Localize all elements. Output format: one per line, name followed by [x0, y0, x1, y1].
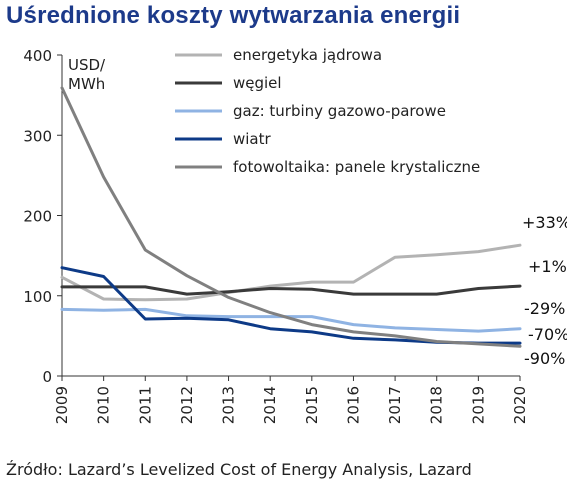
y-tick-label: 0	[42, 368, 52, 386]
series-line	[60, 86, 522, 348]
change-annotation: -70%	[528, 325, 567, 344]
chart-annotations: +33% +1% -29% -70% -90%	[522, 213, 567, 368]
x-tick-label: 2014	[261, 386, 279, 424]
x-tick-label: 2018	[428, 386, 446, 424]
series-line	[60, 307, 522, 333]
y-tick-label: 200	[23, 208, 52, 226]
x-tick-label: 2019	[469, 386, 487, 424]
x-tick-label: 2012	[178, 386, 196, 424]
chart-legend: energetyka jądrowa węgiel gaz: turbiny gaz…	[175, 46, 480, 176]
legend-label: wiatr	[233, 130, 272, 148]
series-line	[60, 243, 522, 302]
x-tick-label: 2011	[136, 386, 154, 424]
y-tick-label: 300	[23, 127, 52, 145]
y-axis-label: MWh	[68, 75, 105, 93]
source-note: Źródło: Lazard’s Levelized Cost of Energ…	[6, 460, 472, 479]
series-line	[60, 284, 522, 296]
change-annotation: +33%	[522, 213, 567, 232]
x-tick-label: 2013	[220, 386, 238, 424]
chart-axes: 0 100 200 300 400 USD/MWh 2009 2010 2011 2012 2013…	[23, 47, 529, 424]
y-axis-label: USD/	[68, 56, 106, 74]
x-tick-label: 2009	[53, 386, 71, 424]
chart-title: Uśrednione koszty wytwarzania energii	[6, 2, 461, 29]
x-tick-label: 2016	[344, 386, 362, 424]
y-tick-label: 100	[23, 288, 52, 306]
x-tick-label: 2015	[303, 386, 321, 424]
x-tick-label: 2017	[386, 386, 404, 424]
x-tick-label: 2020	[511, 386, 529, 424]
change-annotation: -29%	[524, 299, 565, 318]
x-tick-label: 2010	[95, 386, 113, 424]
change-annotation: +1%	[528, 257, 567, 276]
chart-lines	[60, 86, 522, 348]
legend-label: węgiel	[233, 74, 282, 92]
y-tick-label: 400	[23, 47, 52, 65]
legend-label: energetyka jądrowa	[233, 46, 382, 64]
change-annotation: -90%	[524, 349, 565, 368]
legend-label: gaz: turbiny gazowo-parowe	[233, 102, 446, 120]
legend-label: fotowoltaika: panele krystaliczne	[233, 158, 480, 176]
series-line	[60, 266, 522, 345]
